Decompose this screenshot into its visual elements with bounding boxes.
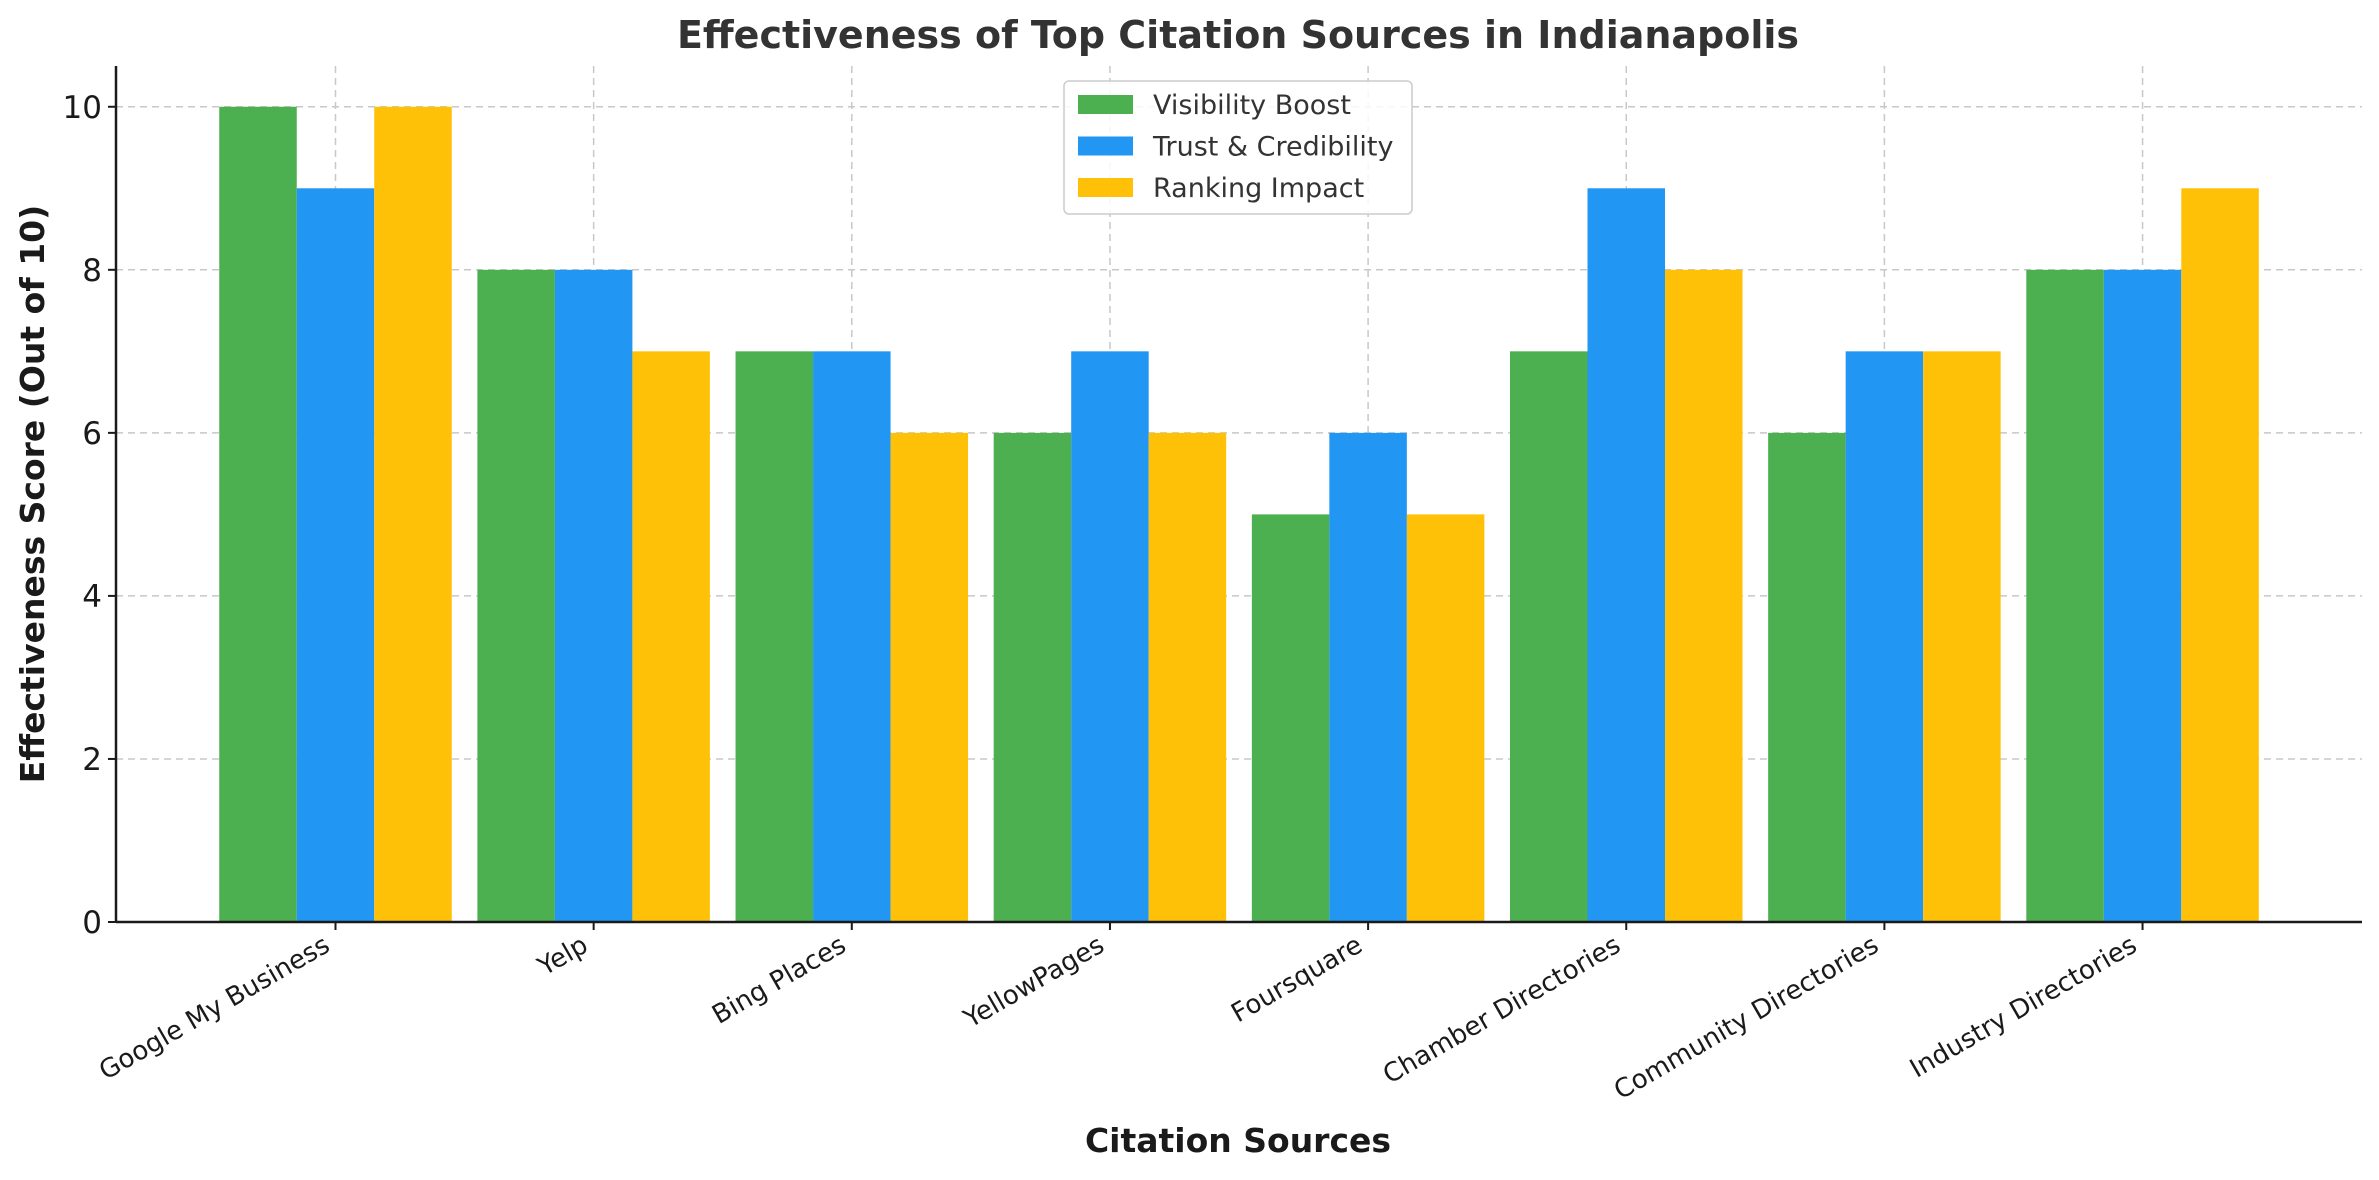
x-tick-label: YellowPages: [958, 930, 1109, 1035]
x-tick-label: Chamber Directories: [1378, 930, 1626, 1090]
bar-visibility-boost-foursquare: [1251, 514, 1330, 922]
bar-trust-credibility-chamber-directories: [1587, 188, 1665, 923]
bar-trust-credibility-community-directories: [1845, 351, 1924, 922]
axes: [114, 66, 2362, 924]
bar-trust-credibility-industry-directories: [2103, 269, 2182, 922]
bar-ranking-impact-community-directories: [1923, 351, 2001, 922]
x-tick-label: Bing Places: [707, 930, 851, 1030]
bar-visibility-boost-community-directories: [1768, 432, 1846, 922]
bar-ranking-impact-industry-directories: [2181, 188, 2259, 923]
bar-ranking-impact-yellowpages: [1148, 432, 1227, 922]
x-tick-label: Google My Business: [94, 930, 335, 1086]
bar-trust-credibility-yelp: [554, 269, 633, 922]
y-axis-label: Effectiveness Score (Out of 10): [13, 205, 52, 783]
x-tick-label: Community Directories: [1609, 930, 1884, 1106]
bar-trust-credibility-yellowpages: [1071, 351, 1149, 922]
y-tick-label: 2: [82, 742, 102, 778]
y-tick-labels: 0 2 4 6 8 10: [63, 90, 116, 941]
bar-visibility-boost-yellowpages: [993, 432, 1072, 922]
y-tick-label: 6: [82, 416, 102, 452]
legend-label-ranking-impact: Ranking Impact: [1153, 173, 1364, 204]
bar-trust-credibility-foursquare: [1329, 432, 1407, 922]
bar-visibility-boost-chamber-directories: [1510, 351, 1588, 922]
x-tick-label: Yelp: [532, 930, 593, 983]
bar-visibility-boost-yelp: [477, 269, 555, 922]
bar-trust-credibility-bing-places: [813, 351, 891, 922]
bar-ranking-impact-foursquare: [1406, 514, 1485, 922]
legend-swatch-ranking-impact: [1078, 178, 1133, 197]
x-tick-label: Industry Directories: [1905, 930, 2142, 1084]
y-tick-label: 10: [63, 90, 102, 126]
bars: [219, 106, 2259, 923]
chart-title: Effectiveness of Top Citation Sources in…: [677, 13, 1799, 57]
legend-swatch-trust-credibility: [1078, 136, 1133, 156]
y-tick-label: 0: [82, 905, 102, 941]
legend: Visibility Boost Trust & Credibility Ranki…: [1063, 80, 1413, 215]
bar-ranking-impact-google-my-business: [374, 106, 452, 922]
bar-ranking-impact-chamber-directories: [1665, 269, 1743, 922]
x-axis-label: Citation Sources: [1085, 1121, 1391, 1160]
bar-visibility-boost-bing-places: [735, 351, 814, 922]
legend-label-trust-credibility: Trust & Credibility: [1152, 132, 1393, 163]
bar-visibility-boost-industry-directories: [2026, 269, 2104, 922]
x-tick-label: Foursquare: [1226, 930, 1367, 1029]
bar-trust-credibility-google-my-business: [296, 188, 375, 923]
legend-box: [1063, 80, 1413, 215]
y-tick-label: 4: [82, 579, 102, 615]
y-tick-label: 8: [82, 253, 102, 289]
x-tick-labels: Google My Business Yelp Bing Places YellowP…: [94, 922, 2144, 1106]
bar-visibility-boost-google-my-business: [219, 106, 297, 922]
legend-swatch-visibility-boost: [1078, 95, 1133, 114]
bar-ranking-impact-yelp: [632, 351, 710, 922]
legend-label-visibility-boost: Visibility Boost: [1153, 90, 1351, 121]
bar-ranking-impact-bing-places: [890, 432, 969, 922]
